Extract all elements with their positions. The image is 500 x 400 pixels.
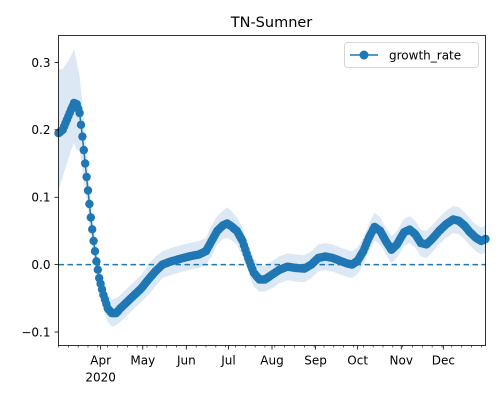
y-tick-label: 0.1 (31, 191, 50, 205)
chart-title: TN-Sumner (230, 15, 313, 31)
data-point (83, 186, 93, 195)
y-tick-label: 0.3 (31, 56, 50, 70)
y-tick-label: 0.2 (31, 123, 50, 137)
x-year-label: 2020 (85, 371, 116, 385)
x-tick-label: Oct (347, 354, 368, 368)
series-layer (54, 98, 490, 318)
data-point (79, 145, 89, 155)
data-point (89, 236, 98, 246)
data-point (81, 159, 90, 168)
x-tick-label: Jul (220, 354, 235, 368)
data-point (88, 225, 97, 234)
x-tick-label: Aug (260, 354, 283, 368)
x-tick-label: Nov (390, 354, 413, 368)
plot-frame (58, 35, 486, 346)
confidence-band-layer (58, 49, 486, 327)
x-tick-label: Sep (304, 354, 327, 368)
legend-dot-marker (359, 50, 369, 60)
x-tick-label: Dec (432, 354, 455, 368)
x-axis: Apr May Jun Jul Aug Sep Oct Nov Dec 2020 (58, 345, 482, 385)
data-point (76, 120, 86, 129)
data-point (78, 132, 87, 141)
data-point (85, 199, 94, 209)
data-point (92, 257, 101, 266)
y-tick-label: −0.1 (21, 325, 50, 339)
data-point (86, 213, 96, 222)
legend-entry: growth_rate (389, 49, 461, 63)
data-point (75, 108, 84, 118)
legend: growth_rate (344, 42, 479, 68)
data-point (90, 247, 100, 256)
x-tick-label: Apr (90, 354, 111, 368)
legend-box (344, 42, 479, 68)
confidence-band (58, 49, 486, 327)
y-axis: −0.1 0.0 0.1 0.2 0.3 (21, 56, 59, 339)
data-point (93, 265, 103, 274)
x-tick-label: Jun (176, 354, 196, 368)
y-tick-label: 0.0 (31, 258, 50, 272)
x-tick-label: May (130, 354, 155, 368)
data-point (82, 172, 91, 182)
